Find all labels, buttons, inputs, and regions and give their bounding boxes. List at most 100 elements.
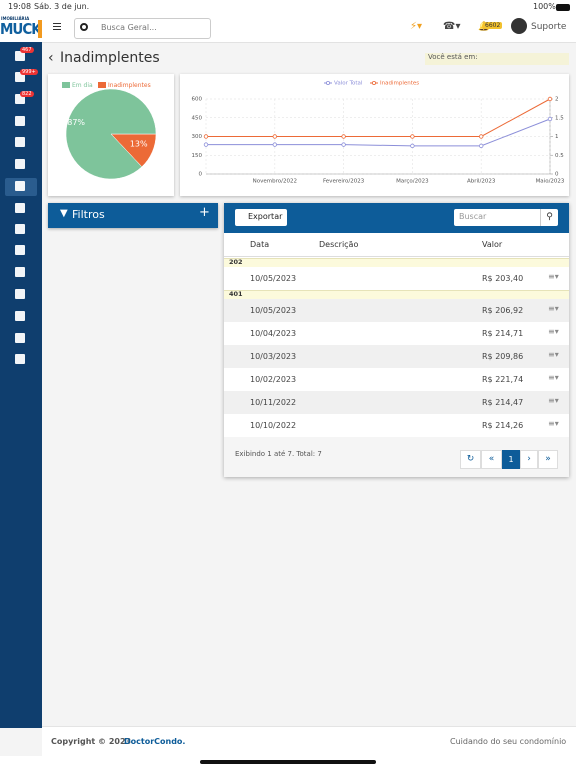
row-menu[interactable]: ≡▾ xyxy=(548,350,559,359)
x-tick-label: Maio/2023 xyxy=(536,179,565,185)
series-point xyxy=(410,134,415,139)
table-row xyxy=(224,267,569,290)
pie-label: 13% xyxy=(130,139,148,148)
series-point xyxy=(547,96,553,102)
user-avatar[interactable] xyxy=(511,18,527,34)
group-label: 401 xyxy=(229,290,243,298)
home-indicator xyxy=(200,760,376,764)
quick-action[interactable]: ⚡▾ xyxy=(410,21,423,32)
y2-tick-label: 0 xyxy=(555,172,559,178)
group-row xyxy=(224,258,569,267)
page-title: Inadimplentes xyxy=(60,50,160,66)
export-button[interactable] xyxy=(235,209,287,226)
row-value: R$ 214,47 xyxy=(482,398,524,407)
y-tick-label: 450 xyxy=(192,115,203,121)
sidebar-icon[interactable] xyxy=(15,181,25,191)
table-row xyxy=(224,345,569,368)
group-row xyxy=(224,290,569,299)
column-header: Data xyxy=(250,240,270,249)
filters-bar[interactable] xyxy=(48,203,218,228)
notification-badge: 6602 xyxy=(483,22,503,29)
sidebar-icon[interactable] xyxy=(15,116,25,126)
table-row xyxy=(224,299,569,322)
pie-slice xyxy=(65,88,157,180)
search-placeholder: Busca Geral... xyxy=(101,23,157,32)
row-menu[interactable]: ≡▾ xyxy=(548,396,559,405)
copyright: Copyright © 2023 xyxy=(51,737,132,746)
x-tick-label: Novembro/2022 xyxy=(253,179,297,185)
sidebar-icon[interactable] xyxy=(15,203,25,213)
table-summary: Exibindo 1 até 7. Total: 7 xyxy=(235,450,322,458)
sidebar-icon[interactable] xyxy=(15,311,25,321)
legend-swatch xyxy=(62,82,70,88)
sidebar-icon[interactable] xyxy=(15,267,25,277)
series-point xyxy=(410,143,415,149)
series-line xyxy=(206,118,551,147)
series-point xyxy=(547,116,553,122)
row-menu[interactable]: ≡▾ xyxy=(548,419,559,428)
filters-title: Filtros xyxy=(72,208,105,221)
back-button[interactable]: ‹ xyxy=(48,50,54,66)
series-point xyxy=(272,134,277,139)
breadcrumb: Você está em: xyxy=(428,53,478,61)
group-label: 202 xyxy=(229,258,243,266)
sidebar-icon[interactable] xyxy=(15,51,25,61)
sidebar-icon[interactable] xyxy=(15,289,25,299)
logo-box xyxy=(0,14,42,42)
current-page[interactable]: 1 xyxy=(502,450,520,469)
row-date: 10/10/2022 xyxy=(250,421,297,430)
line-card xyxy=(180,74,569,196)
sidebar-icon[interactable] xyxy=(15,224,25,234)
refresh-button[interactable]: ↻ xyxy=(460,450,481,469)
sidebar-icon[interactable] xyxy=(15,72,25,82)
row-menu[interactable]: ≡▾ xyxy=(548,304,559,313)
x-tick-label: Abril/2023 xyxy=(467,179,496,185)
row-menu[interactable]: ≡▾ xyxy=(548,272,559,281)
sidebar-icon[interactable] xyxy=(15,245,25,255)
first-page[interactable]: « xyxy=(481,450,502,469)
user-name[interactable]: Suporte xyxy=(531,22,567,32)
legend-label: Inadimplentes xyxy=(380,81,419,87)
table-search[interactable] xyxy=(454,209,558,226)
y2-tick-label: 2 xyxy=(555,97,559,103)
row-date: 10/05/2023 xyxy=(250,274,297,283)
row-date: 10/04/2023 xyxy=(250,329,297,338)
table-row xyxy=(224,368,569,391)
search-box[interactable] xyxy=(74,18,211,39)
sidebar-icon[interactable] xyxy=(15,159,25,169)
series-line xyxy=(206,98,551,137)
header-line xyxy=(224,256,569,257)
legend-swatch xyxy=(98,82,106,88)
search-icon xyxy=(80,23,88,31)
phone-menu[interactable]: ☎▾ xyxy=(443,21,461,32)
logo: MUCK xyxy=(0,20,42,38)
menu-button[interactable] xyxy=(53,23,61,24)
y-tick-label: 300 xyxy=(192,134,203,140)
battery-icon xyxy=(556,4,570,11)
sidebar-badge: 822 xyxy=(20,91,34,97)
sidebar xyxy=(0,14,42,728)
x-tick-label: Março/2023 xyxy=(396,179,429,185)
row-menu[interactable]: ≡▾ xyxy=(548,373,559,382)
sidebar-icon[interactable] xyxy=(15,137,25,147)
y2-tick-label: 1.5 xyxy=(555,115,564,121)
next-page[interactable]: › xyxy=(520,450,538,469)
row-value: R$ 214,71 xyxy=(482,329,524,338)
filters-add[interactable]: + xyxy=(199,205,210,220)
table-row xyxy=(224,322,569,345)
column-header: Valor xyxy=(482,240,503,249)
last-page[interactable]: » xyxy=(538,450,558,469)
filters-icon: ▼ xyxy=(60,208,68,219)
sidebar-icon[interactable] xyxy=(15,94,25,104)
sidebar-icon[interactable] xyxy=(15,333,25,343)
series-point xyxy=(203,134,209,139)
status-bar xyxy=(0,0,576,14)
table-search-button[interactable]: ⚲ xyxy=(540,209,558,226)
sidebar-icon[interactable] xyxy=(15,354,25,364)
table-row xyxy=(224,391,569,414)
row-menu[interactable]: ≡▾ xyxy=(548,327,559,336)
row-value: R$ 221,74 xyxy=(482,375,524,384)
